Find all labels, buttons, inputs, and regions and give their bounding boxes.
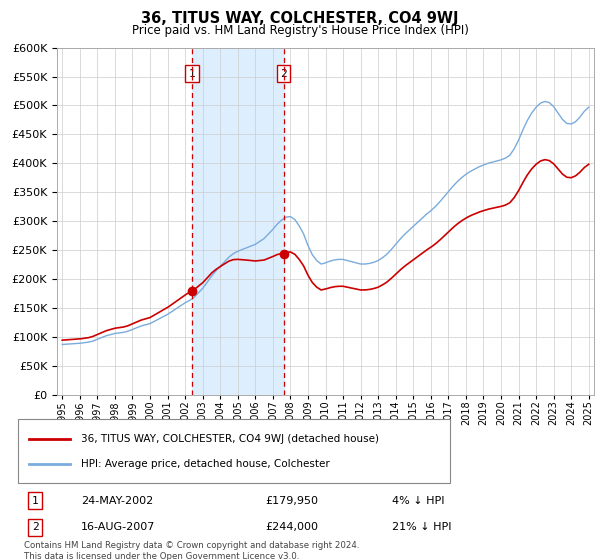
Text: 16-AUG-2007: 16-AUG-2007 <box>81 522 155 533</box>
Text: 2: 2 <box>280 69 287 78</box>
Text: £179,950: £179,950 <box>265 496 319 506</box>
Text: 2: 2 <box>32 522 38 533</box>
Text: 36, TITUS WAY, COLCHESTER, CO4 9WJ (detached house): 36, TITUS WAY, COLCHESTER, CO4 9WJ (deta… <box>81 434 379 444</box>
Text: 4% ↓ HPI: 4% ↓ HPI <box>392 496 445 506</box>
Text: £244,000: £244,000 <box>265 522 319 533</box>
Text: 1: 1 <box>32 496 38 506</box>
Text: Price paid vs. HM Land Registry's House Price Index (HPI): Price paid vs. HM Land Registry's House … <box>131 24 469 36</box>
Text: 36, TITUS WAY, COLCHESTER, CO4 9WJ: 36, TITUS WAY, COLCHESTER, CO4 9WJ <box>141 11 459 26</box>
Text: 21% ↓ HPI: 21% ↓ HPI <box>392 522 452 533</box>
Bar <box>192 48 284 395</box>
FancyBboxPatch shape <box>18 419 450 483</box>
Text: HPI: Average price, detached house, Colchester: HPI: Average price, detached house, Colc… <box>81 459 330 469</box>
Text: Contains HM Land Registry data © Crown copyright and database right 2024.
This d: Contains HM Land Registry data © Crown c… <box>23 542 359 560</box>
Text: 1: 1 <box>188 69 196 78</box>
Text: 24-MAY-2002: 24-MAY-2002 <box>81 496 154 506</box>
